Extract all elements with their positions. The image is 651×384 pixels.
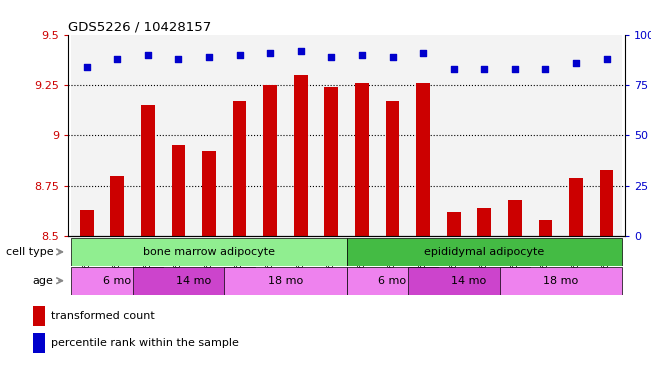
Point	[571, 60, 581, 66]
Bar	[133, 35, 163, 236]
Bar	[163, 35, 194, 236]
Bar	[561, 35, 591, 236]
Point	[173, 56, 184, 62]
Text: 18 mo: 18 mo	[543, 276, 578, 286]
Bar	[324, 87, 339, 236]
Text: age: age	[33, 276, 53, 286]
Bar	[33, 333, 46, 353]
Text: bone marrow adipocyte: bone marrow adipocyte	[143, 247, 275, 257]
Bar	[416, 83, 430, 236]
Point	[204, 54, 214, 60]
Bar	[225, 35, 255, 236]
Bar	[408, 35, 438, 236]
Bar	[355, 83, 369, 236]
Bar	[477, 208, 491, 236]
Bar	[80, 210, 94, 236]
Bar	[447, 212, 460, 236]
Point	[234, 52, 245, 58]
Bar	[102, 35, 133, 236]
Point	[265, 50, 275, 56]
Bar	[72, 267, 163, 295]
Point	[540, 66, 551, 72]
Text: transformed count: transformed count	[51, 311, 155, 321]
Bar	[408, 267, 530, 295]
Bar	[385, 101, 400, 236]
Bar	[346, 238, 622, 266]
Bar	[346, 35, 377, 236]
Bar	[530, 35, 561, 236]
Point	[479, 66, 490, 72]
Text: 6 mo: 6 mo	[378, 276, 407, 286]
Bar	[538, 220, 552, 236]
Bar	[569, 178, 583, 236]
Bar	[33, 306, 46, 326]
Bar	[591, 35, 622, 236]
Point	[296, 48, 306, 54]
Bar	[111, 175, 124, 236]
Bar	[286, 35, 316, 236]
Point	[449, 66, 459, 72]
Bar	[72, 238, 346, 266]
Bar	[141, 105, 155, 236]
Point	[357, 52, 367, 58]
Bar	[600, 170, 613, 236]
Text: 14 mo: 14 mo	[451, 276, 486, 286]
Bar	[499, 267, 622, 295]
Bar	[294, 75, 308, 236]
Point	[602, 56, 612, 62]
Bar	[346, 267, 438, 295]
Text: 18 mo: 18 mo	[268, 276, 303, 286]
Text: epididymal adipocyte: epididymal adipocyte	[424, 247, 544, 257]
Bar	[172, 146, 186, 236]
Point	[510, 66, 520, 72]
Bar	[499, 35, 530, 236]
Text: GDS5226 / 10428157: GDS5226 / 10428157	[68, 20, 212, 33]
Bar	[469, 35, 499, 236]
Bar	[255, 35, 286, 236]
Text: cell type: cell type	[6, 247, 53, 257]
Bar	[316, 35, 346, 236]
Point	[326, 54, 337, 60]
Bar	[263, 85, 277, 236]
Bar	[438, 35, 469, 236]
Point	[143, 52, 153, 58]
Bar	[202, 152, 216, 236]
Bar	[133, 267, 255, 295]
Text: percentile rank within the sample: percentile rank within the sample	[51, 338, 239, 348]
Bar	[233, 101, 247, 236]
Bar	[508, 200, 521, 236]
Bar	[377, 35, 408, 236]
Text: 14 mo: 14 mo	[176, 276, 212, 286]
Bar	[194, 35, 225, 236]
Bar	[72, 35, 102, 236]
Point	[81, 64, 92, 70]
Point	[112, 56, 122, 62]
Text: 6 mo: 6 mo	[104, 276, 132, 286]
Bar	[225, 267, 346, 295]
Point	[387, 54, 398, 60]
Point	[418, 50, 428, 56]
